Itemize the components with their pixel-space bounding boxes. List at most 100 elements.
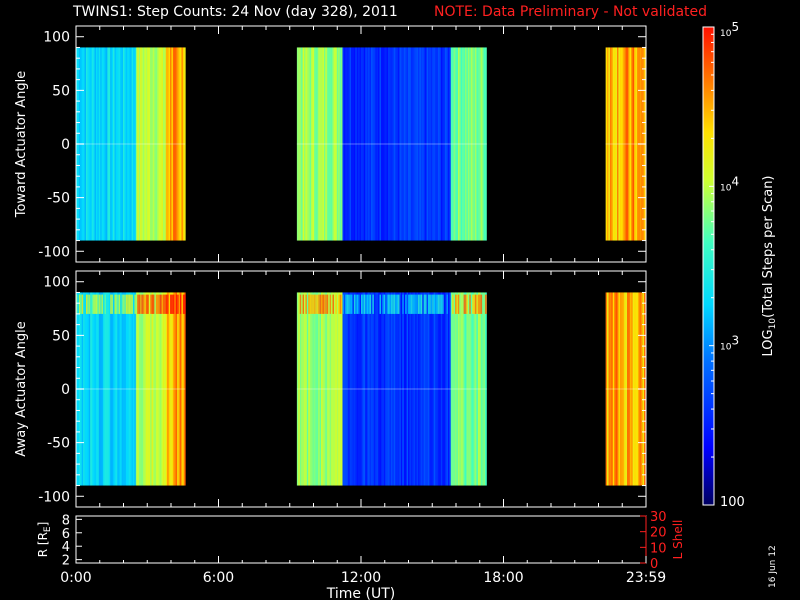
heatmap-column [326, 47, 329, 241]
heatmap-column [398, 47, 400, 241]
heatmap-band-cell [442, 294, 445, 314]
heatmap-column [463, 292, 466, 486]
heatmap-band-cell [412, 294, 415, 314]
y-axis-label: Away Actuator Angle [14, 321, 29, 456]
heatmap-column [88, 292, 91, 486]
heatmap-column [85, 292, 88, 486]
heatmap-column [107, 47, 110, 241]
heatmap-column [184, 292, 186, 486]
heatmap-column [608, 292, 611, 486]
heatmap-column [615, 47, 618, 241]
heatmap-column [110, 47, 113, 241]
heatmap-column [155, 292, 158, 486]
heatmap-column [370, 292, 373, 486]
heatmap-column [144, 292, 147, 486]
heatmap-band-cell [311, 294, 313, 314]
heatmap-column [308, 292, 311, 486]
heatmap-column [167, 47, 170, 241]
heatmap-band-cell [142, 294, 145, 314]
heatmap-column [301, 47, 303, 241]
lshell-axis-label: L Shell [671, 520, 685, 560]
heatmap-column [611, 47, 614, 241]
heatmap-column [316, 292, 319, 486]
heatmap-column [358, 292, 360, 486]
heatmap-column [460, 292, 463, 486]
heatmap-band-cell [349, 294, 352, 314]
heatmap-column [174, 47, 177, 241]
heatmap-column [436, 47, 439, 241]
heatmap-column [298, 47, 301, 241]
heatmap-band-cell [157, 294, 160, 314]
x-tick-label: 23:59 [626, 570, 666, 586]
heatmap-column [370, 47, 373, 241]
heatmap-band-cell [341, 294, 343, 314]
heatmap-column [172, 47, 175, 241]
heatmap-column [612, 47, 615, 241]
heatmap-band-cell [345, 294, 348, 314]
heatmap-column [477, 292, 480, 486]
heatmap-band-cell [315, 294, 318, 314]
heatmap-band-cell [123, 294, 125, 314]
heatmap-band-cell [395, 294, 398, 314]
heatmap-column [423, 47, 426, 241]
heatmap-column [100, 292, 103, 486]
heatmap-column [306, 47, 309, 241]
heatmap-column [168, 292, 171, 486]
heatmap-band-cell [396, 294, 399, 314]
heatmap-column [158, 292, 161, 486]
heatmap-column [629, 292, 632, 486]
heatmap-column [466, 47, 469, 241]
heatmap-column [338, 292, 341, 486]
heatmap-column [618, 47, 621, 241]
heatmap-column [178, 47, 181, 241]
heatmap-column [611, 292, 614, 486]
heatmap-column [389, 292, 392, 486]
heatmap-column [145, 47, 148, 241]
heatmap-column [333, 47, 336, 241]
heatmap-column [175, 47, 178, 241]
heatmap-column [353, 47, 356, 241]
heatmap-band-cell [332, 294, 335, 314]
heatmap-column [484, 292, 487, 486]
heatmap-column [365, 47, 368, 241]
heatmap-band-cell [158, 294, 161, 314]
heatmap-band-cell [93, 294, 95, 314]
heatmap-band-cell [87, 294, 90, 314]
heatmap-column [618, 292, 621, 486]
heatmap-column [356, 47, 359, 241]
heatmap-column [140, 47, 142, 241]
heatmap-column [84, 47, 87, 241]
panels-group [76, 26, 646, 552]
heatmap-column [339, 292, 342, 486]
heatmap-column [373, 47, 376, 241]
r-tick-label: 6 [62, 527, 70, 542]
heatmap-column [435, 47, 437, 241]
heatmap-column [446, 47, 449, 241]
heatmap-column [313, 47, 316, 241]
heatmap-column [105, 47, 108, 241]
heatmap-column [379, 47, 382, 241]
heatmap-column [413, 292, 416, 486]
heatmap-column [392, 292, 395, 486]
heatmap-band-cell [390, 294, 393, 314]
heatmap-column [627, 47, 629, 241]
heatmap-column [101, 47, 104, 241]
heatmap-column [607, 292, 609, 486]
heatmap-column [170, 292, 172, 486]
heatmap-column [296, 47, 299, 241]
colorbar-tick-label: 104 [720, 174, 739, 193]
heatmap-column [84, 292, 87, 486]
heatmap-column [439, 292, 442, 486]
heatmap-column [425, 292, 427, 486]
heatmap-band-cell [91, 294, 94, 314]
heatmap-column [147, 47, 150, 241]
heatmap-band-cell [346, 294, 349, 314]
heatmap-band-cell [121, 294, 124, 314]
heatmap-band-cell [479, 294, 482, 314]
heatmap-column [83, 47, 85, 241]
heatmap-column [322, 47, 325, 241]
heatmap-column [108, 47, 111, 241]
heatmap-column [472, 47, 474, 241]
r-tick-label: 8 [62, 513, 70, 528]
heatmap-column [135, 47, 138, 241]
